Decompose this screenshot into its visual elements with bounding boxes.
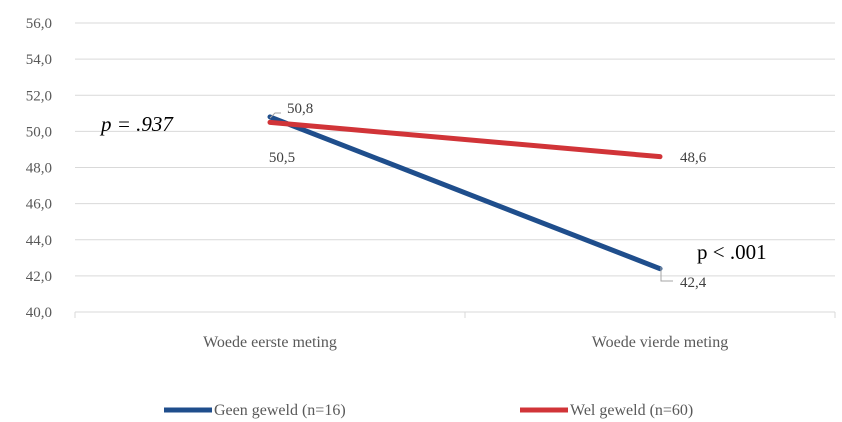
annotation-p-first: p = .937 [99,112,174,136]
y-tick-label-1: 42,0 [26,269,52,285]
gridlines [75,22,835,277]
data-label-geen-first: 50,8 [287,101,313,117]
leader-line-geen-first [269,112,281,119]
y-tick-label-0: 40,0 [26,305,52,321]
y-tick-label-7: 54,0 [26,52,52,68]
data-label-wel-fourth: 48,6 [680,150,707,166]
y-tick-label-6: 52,0 [26,88,52,104]
y-tick-label-3: 46,0 [26,197,52,213]
series-line-0 [267,114,663,272]
y-tick-label-5: 50,0 [26,124,52,140]
y-tick-label-2: 44,0 [26,233,52,249]
x-tick-label-1: Woede vierde meting [592,334,728,351]
y-tick-label-4: 48,0 [26,161,52,177]
y-tick-label-8: 56,0 [26,16,52,32]
annotation-p-fourth: p < .001 [697,240,767,264]
legend-label-wel: Wel geweld (n=60) [570,402,693,419]
y-axis-ticks: 40,0 42,0 44,0 46,0 48,0 50,0 52,0 54,0 56,0 [26,16,52,321]
leader-line-geen-fourth [660,267,673,282]
series-line-1 [267,119,663,160]
data-label-geen-fourth: 42,4 [680,275,707,291]
series-lines [267,114,663,272]
legend-label-geen: Geen geweld (n=16) [214,402,346,419]
data-label-wel-first: 50,5 [269,150,295,166]
x-tick-label-0: Woede eerste meting [203,334,337,351]
